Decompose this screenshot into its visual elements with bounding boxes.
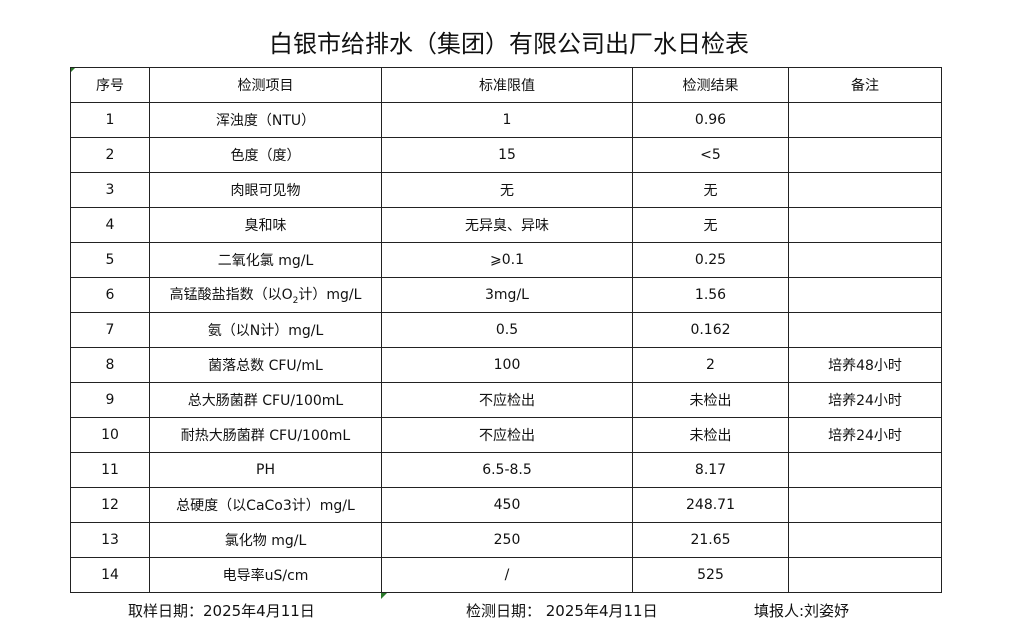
cell-limit: 3mg/L xyxy=(381,277,633,313)
cell-no: 7 xyxy=(70,312,150,348)
cell-limit: 无 xyxy=(381,172,633,208)
cell-item: 总硬度（以CaCo3计）mg/L xyxy=(149,487,382,523)
cell-no: 8 xyxy=(70,347,150,383)
cell-no: 9 xyxy=(70,382,150,418)
cell-no: 1 xyxy=(70,102,150,138)
table-row: 10 耐热大肠菌群 CFU/100mL 不应检出 未检出 培养24小时 xyxy=(70,417,942,453)
cell-limit: / xyxy=(381,557,633,593)
cell-item: 耐热大肠菌群 CFU/100mL xyxy=(149,417,382,453)
cell-item: 肉眼可见物 xyxy=(149,172,382,208)
cell-note xyxy=(788,172,942,208)
cell-limit: 15 xyxy=(381,137,633,173)
cell-note xyxy=(788,137,942,173)
table-row: 13 氯化物 mg/L 250 21.65 xyxy=(70,522,942,558)
cell-result: 525 xyxy=(632,557,789,593)
cell-item: 高锰酸盐指数（以O2计）mg/L xyxy=(149,277,382,313)
header-cell: 检测项目 xyxy=(149,67,382,103)
cell-limit: 不应检出 xyxy=(381,417,633,453)
item-text-part: 计）mg/L xyxy=(298,287,362,304)
cell-limit: 不应检出 xyxy=(381,382,633,418)
cell-no: 3 xyxy=(70,172,150,208)
cell-note xyxy=(788,207,942,243)
cell-limit: ⩾0.1 xyxy=(381,242,633,278)
cell-item: 电导率uS/cm xyxy=(149,557,382,593)
cell-marker xyxy=(381,593,387,599)
cell-item: 总大肠菌群 CFU/100mL xyxy=(149,382,382,418)
header-cell: 备注 xyxy=(788,67,942,103)
cell-limit: 1 xyxy=(381,102,633,138)
table-row: 4 臭和味 无异臭、异味无 xyxy=(70,207,942,243)
cell-result: 0.96 xyxy=(632,102,789,138)
cell-note xyxy=(788,102,942,138)
cell-note xyxy=(788,452,942,488)
cell-result: 未检出 xyxy=(632,382,789,418)
header-cell: 标准限值 xyxy=(381,67,633,103)
cell-result: 1.56 xyxy=(632,277,789,313)
cell-note xyxy=(788,522,942,558)
cell-result: 0.25 xyxy=(632,242,789,278)
sampling-date: 取样日期：2025年4月11日 xyxy=(128,602,315,620)
cell-item: 色度（度） xyxy=(149,137,382,173)
cell-note: 培养24小时 xyxy=(788,417,942,453)
cell-no: 6 xyxy=(70,277,150,313)
cell-result: 未检出 xyxy=(632,417,789,453)
cell-limit: 6.5-8.5 xyxy=(381,452,633,488)
inspection-table: 序号 检测项目 标准限值 检测结果 备注 1 浑浊度（NTU） 1 0.96 2 色度（度… xyxy=(70,67,942,593)
cell-limit: 450 xyxy=(381,487,633,523)
table-row: 6 高锰酸盐指数（以O2计）mg/L 3mg/L 1.56 xyxy=(70,277,942,313)
cell-result: 8.17 xyxy=(632,452,789,488)
table-row: 8 菌落总数 CFU/mL 100 2 培养48小时 xyxy=(70,347,942,383)
cell-note xyxy=(788,557,942,593)
cell-note xyxy=(788,242,942,278)
cell-result: 248.71 xyxy=(632,487,789,523)
cell-no: 2 xyxy=(70,137,150,173)
cell-result: 无 xyxy=(632,207,789,243)
page-title: 白银市给排水（集团）有限公司出厂水日检表 xyxy=(269,30,749,58)
reporter: 填报人:刘姿妤 xyxy=(754,602,850,620)
table-row: 5 二氧化氯 mg/L ⩾0.1 0.25 xyxy=(70,242,942,278)
cell-no: 12 xyxy=(70,487,150,523)
header-cell: 序号 xyxy=(70,67,150,103)
cell-item: 浑浊度（NTU） xyxy=(149,102,382,138)
table-row: 7 氨（以N计）mg/L 0.5 0.162 xyxy=(70,312,942,348)
cell-note xyxy=(788,487,942,523)
cell-limit: 100 xyxy=(381,347,633,383)
cell-no: 11 xyxy=(70,452,150,488)
cell-note xyxy=(788,312,942,348)
test-date: 检测日期： 2025年4月11日 xyxy=(466,602,658,620)
table-row: 14 电导率uS/cm/525 xyxy=(70,557,942,593)
cell-no: 10 xyxy=(70,417,150,453)
cell-item: 氨（以N计）mg/L xyxy=(149,312,382,348)
cell-note: 培养48小时 xyxy=(788,347,942,383)
cell-result: 2 xyxy=(632,347,789,383)
table-row: 1 浑浊度（NTU） 1 0.96 xyxy=(70,102,942,138)
item-text-part: 高锰酸盐指数（以O xyxy=(169,287,293,304)
table-row: 2 色度（度） 15 <5 xyxy=(70,137,942,173)
cell-limit: 0.5 xyxy=(381,312,633,348)
table-row: 11 PH 6.5-8.5 8.17 xyxy=(70,452,942,488)
cell-no: 4 xyxy=(70,207,150,243)
cell-result: 0.162 xyxy=(632,312,789,348)
cell-limit: 250 xyxy=(381,522,633,558)
table-row: 12 总硬度（以CaCo3计）mg/L 450 248.71 xyxy=(70,487,942,523)
cell-limit: 无异臭、异味 xyxy=(381,207,633,243)
header-cell: 检测结果 xyxy=(632,67,789,103)
cell-result: <5 xyxy=(632,137,789,173)
cell-item: 二氧化氯 mg/L xyxy=(149,242,382,278)
cell-item: PH xyxy=(149,452,382,488)
cell-no: 5 xyxy=(70,242,150,278)
cell-note: 培养24小时 xyxy=(788,382,942,418)
cell-result: 无 xyxy=(632,172,789,208)
item-text-part: 2 xyxy=(292,295,299,306)
cell-item: 菌落总数 CFU/mL xyxy=(149,347,382,383)
cell-result: 21.65 xyxy=(632,522,789,558)
table-row: 9 总大肠菌群 CFU/100mL 不应检出 未检出 培养24小时 xyxy=(70,382,942,418)
cell-note xyxy=(788,277,942,313)
cell-no: 13 xyxy=(70,522,150,558)
table-row: 3 肉眼可见物无无 xyxy=(70,172,942,208)
cell-item: 氯化物 mg/L xyxy=(149,522,382,558)
cell-no: 14 xyxy=(70,557,150,593)
cell-item: 臭和味 xyxy=(149,207,382,243)
header-row: 序号 检测项目 标准限值 检测结果 备注 xyxy=(70,67,942,103)
